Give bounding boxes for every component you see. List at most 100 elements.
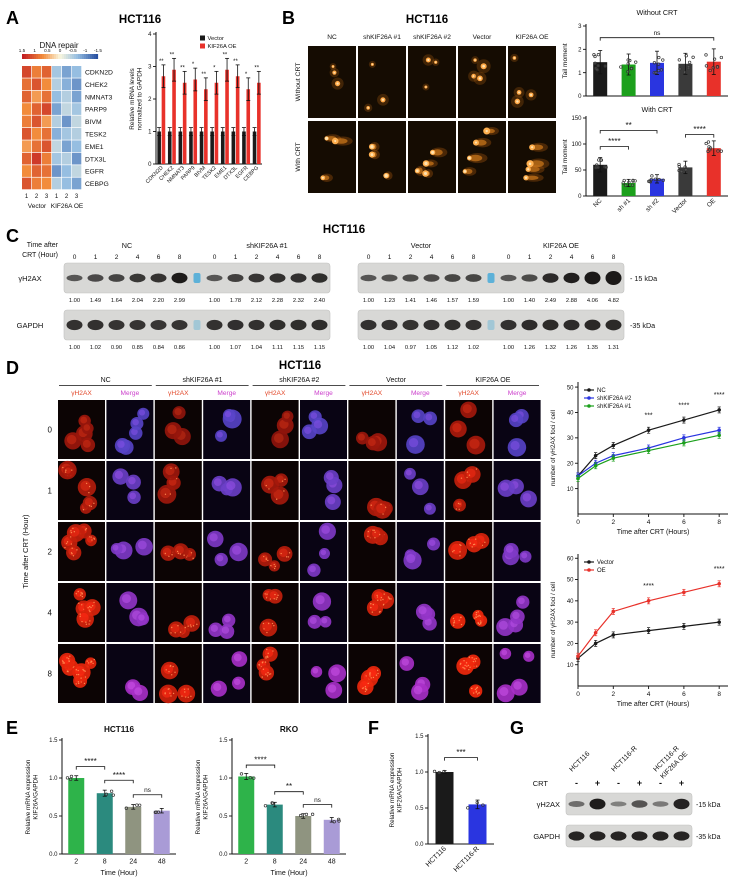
x-category-label: 2 bbox=[244, 859, 248, 866]
x-category-label: Vector bbox=[671, 197, 689, 215]
focus-dot bbox=[475, 468, 478, 470]
nucleus bbox=[326, 472, 334, 480]
blot-group-label: shKIF26A #1 bbox=[246, 241, 287, 250]
focus-dot bbox=[281, 480, 284, 482]
focus-dot bbox=[459, 503, 461, 505]
heatmap-cell bbox=[32, 66, 42, 78]
if-group-label: NC bbox=[101, 377, 111, 384]
y-tick-label: 0.0 bbox=[49, 852, 58, 858]
heatmap-cell bbox=[52, 128, 62, 140]
focus-dot bbox=[471, 546, 473, 548]
focus-dot bbox=[285, 556, 288, 558]
nucleus bbox=[233, 653, 242, 662]
band-quant: 1.57 bbox=[447, 298, 458, 304]
protein-band bbox=[171, 272, 188, 284]
focus-dot bbox=[70, 543, 73, 545]
scatter-dot bbox=[604, 165, 608, 169]
comet-head bbox=[332, 65, 334, 68]
protein-band bbox=[129, 273, 146, 283]
nucleus bbox=[160, 487, 171, 499]
x-category-label: 8 bbox=[273, 859, 277, 866]
lane-time: 6 bbox=[157, 254, 161, 261]
colorbar-segment bbox=[84, 54, 87, 59]
bar bbox=[125, 806, 142, 854]
significance: ** bbox=[254, 65, 259, 71]
heatmap-cell bbox=[72, 66, 82, 78]
focus-dot bbox=[267, 559, 269, 562]
nucleus bbox=[313, 420, 323, 429]
heatmap-cell bbox=[22, 103, 32, 115]
scatter-dot bbox=[683, 165, 687, 169]
comet-image bbox=[308, 46, 356, 118]
kda-label: -15 kDa bbox=[696, 802, 721, 809]
protein-band bbox=[589, 831, 606, 841]
significance: ns bbox=[144, 787, 152, 794]
comet-head bbox=[371, 63, 374, 66]
protein-band bbox=[631, 800, 648, 808]
if-row-axis-label: Time after CRT (Hour) bbox=[21, 514, 30, 589]
bar bbox=[193, 79, 198, 164]
protein-band bbox=[108, 274, 125, 282]
focus-dot bbox=[196, 623, 198, 626]
heatmap-title: DNA repair bbox=[39, 41, 78, 50]
focus-dot bbox=[390, 598, 392, 600]
scatter-dot bbox=[437, 770, 441, 775]
band-quant: 1.00 bbox=[209, 345, 220, 351]
focus-dot bbox=[474, 617, 476, 619]
colorbar-segment bbox=[78, 54, 81, 59]
legend-swatch bbox=[200, 43, 205, 49]
panel-c-title: HCT116 bbox=[322, 224, 366, 236]
blot-strip bbox=[565, 824, 693, 848]
focus-dot bbox=[376, 669, 379, 672]
legend-swatch bbox=[200, 35, 205, 41]
focus-dot bbox=[266, 631, 268, 634]
nucleus bbox=[131, 428, 138, 436]
x-tick-label: 6 bbox=[682, 519, 686, 526]
heatmap-cell bbox=[72, 140, 82, 153]
y-tick-label: 30 bbox=[567, 436, 574, 442]
focus-dot bbox=[462, 666, 464, 669]
comet-column-label: NC bbox=[327, 34, 337, 41]
colorbar-segment bbox=[34, 54, 37, 59]
blot-strip bbox=[565, 792, 693, 816]
data-point bbox=[717, 408, 721, 412]
protein-band bbox=[171, 320, 188, 330]
heatmap-cell bbox=[32, 90, 42, 103]
scatter-dot bbox=[650, 174, 654, 178]
data-point bbox=[717, 428, 721, 433]
nucleus bbox=[466, 468, 476, 478]
sig-bracket bbox=[245, 764, 276, 769]
focus-dot bbox=[93, 502, 95, 505]
scatter-dot bbox=[603, 64, 607, 68]
scatter-dot bbox=[596, 52, 601, 57]
focus-dot bbox=[364, 685, 367, 688]
focus-dot bbox=[70, 536, 72, 538]
focus-dot bbox=[268, 488, 270, 490]
comet-head bbox=[431, 150, 435, 154]
nucleus bbox=[138, 614, 145, 621]
y-tick-label: 4 bbox=[148, 32, 152, 38]
scatter-dot bbox=[104, 792, 109, 796]
lane-time: 8 bbox=[178, 254, 182, 261]
focus-dot bbox=[384, 506, 387, 509]
scatter-dot bbox=[619, 65, 623, 69]
nucleus bbox=[86, 659, 93, 666]
if-image bbox=[203, 400, 251, 459]
bar bbox=[225, 69, 229, 164]
band-quant: 1.78 bbox=[230, 298, 241, 304]
panel-d-title: HCT116 bbox=[278, 360, 322, 372]
lane-time: 8 bbox=[472, 254, 476, 261]
lane-time: 8 bbox=[612, 254, 616, 261]
lane-time: 4 bbox=[570, 254, 574, 261]
comet-head bbox=[384, 173, 388, 178]
protein-band bbox=[290, 319, 307, 331]
line-series bbox=[577, 434, 720, 479]
comet-head bbox=[463, 170, 467, 173]
significance: ** bbox=[233, 59, 238, 65]
y-tick-label: 3 bbox=[578, 24, 582, 30]
bar bbox=[435, 772, 454, 844]
comet-head bbox=[513, 57, 516, 59]
nucleus bbox=[270, 561, 277, 569]
